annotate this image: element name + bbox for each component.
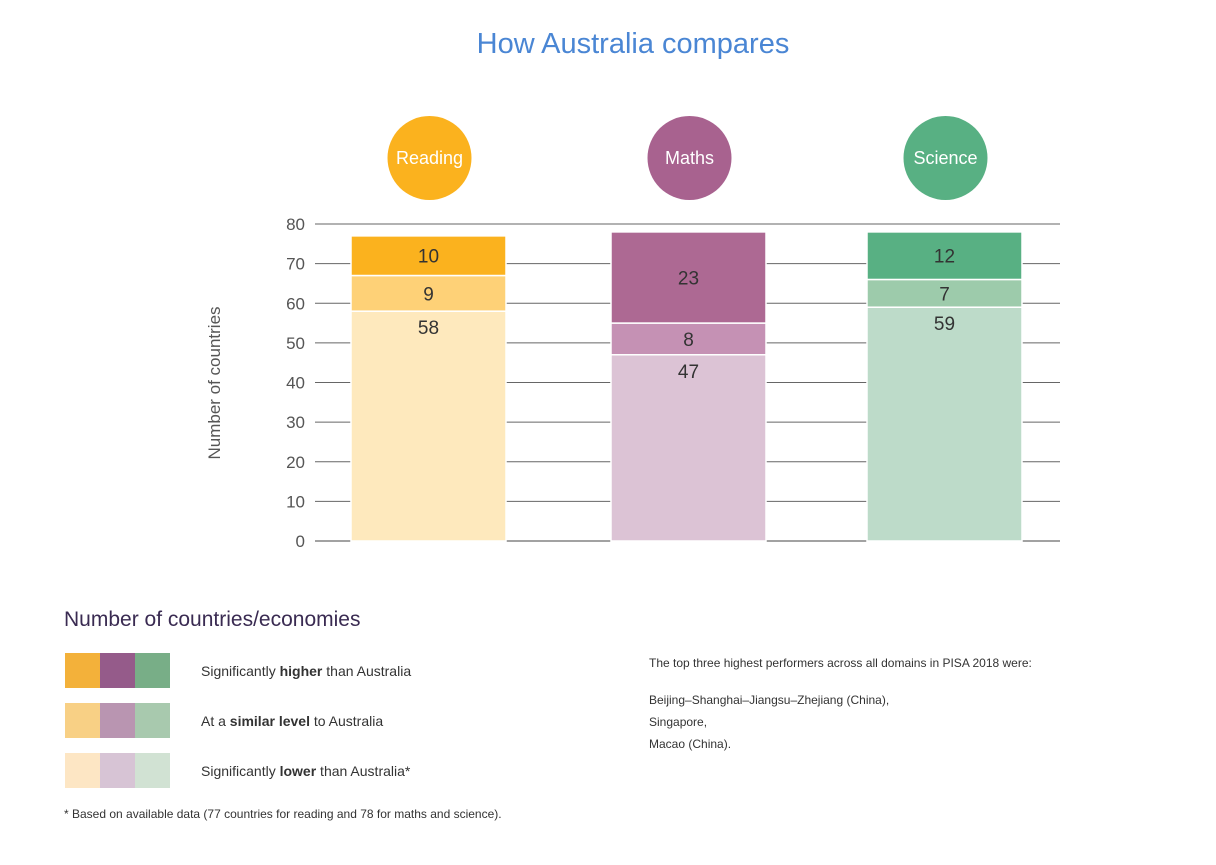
y-tick-label: 10 — [286, 492, 305, 511]
legend-label: Significantly higher than Australia — [201, 662, 412, 679]
legend-title: Number of countries/economies — [64, 608, 361, 631]
legend-label: At a similar level to Australia — [201, 712, 384, 729]
category-badge-maths — [647, 116, 732, 200]
legend-row-similar: At a similar level to Australia — [65, 703, 383, 738]
y-axis-label: Number of countries — [205, 306, 224, 459]
y-tick-label: 70 — [286, 255, 305, 274]
bar-segment — [350, 274, 507, 312]
bar-segment — [866, 231, 1023, 281]
data-label: 8 — [683, 330, 694, 351]
y-tick-label: 30 — [286, 413, 305, 432]
y-tick-label: 50 — [286, 334, 305, 353]
bar-segment — [866, 278, 1023, 308]
data-label: 9 — [423, 284, 434, 305]
category-label: Reading — [396, 148, 463, 168]
legend-swatch — [65, 653, 100, 688]
category-label: Maths — [665, 148, 714, 168]
bar-segment — [866, 306, 1023, 542]
y-tick-label: 0 — [296, 532, 305, 551]
data-label: 12 — [934, 247, 955, 268]
legend-swatch — [100, 653, 135, 688]
bar-segment — [610, 354, 767, 542]
data-label: 58 — [418, 318, 439, 339]
y-tick-label: 60 — [286, 294, 305, 313]
y-tick-label: 20 — [286, 453, 305, 472]
data-label: 59 — [934, 314, 955, 335]
data-label: 10 — [418, 247, 439, 268]
legend-label: Significantly lower than Australia* — [201, 762, 411, 779]
y-tick-label: 80 — [286, 215, 305, 234]
note-line: Macao (China). — [649, 737, 732, 751]
bar-segment — [350, 235, 507, 277]
legend-swatch — [100, 753, 135, 788]
note-line: Singapore, — [649, 715, 708, 729]
legend-swatch — [65, 753, 100, 788]
legend-swatch — [135, 703, 170, 738]
chart-title: How Australia compares — [476, 28, 790, 60]
category-label: Science — [913, 148, 977, 168]
note-heading: The top three highest performers across … — [649, 656, 1032, 670]
legend-swatch — [135, 753, 170, 788]
data-label: 47 — [678, 362, 699, 383]
legend-swatch — [135, 653, 170, 688]
data-label: 23 — [678, 268, 699, 289]
note-line: Beijing–Shanghai–Jiangsu–Zhejiang (China… — [649, 693, 890, 707]
bar-segment — [350, 310, 507, 542]
bar-segment — [610, 231, 767, 324]
category-badge-reading — [387, 116, 472, 200]
legend-swatch — [100, 703, 135, 738]
data-label: 7 — [939, 284, 950, 305]
category-badge-science — [903, 116, 988, 200]
legend-row-higher: Significantly higher than Australia — [65, 653, 411, 688]
legend-swatch — [65, 703, 100, 738]
footnote: * Based on available data (77 countries … — [64, 807, 502, 821]
bar-segment — [610, 322, 767, 356]
legend-row-lower: Significantly lower than Australia* — [65, 753, 410, 788]
y-tick-label: 40 — [286, 374, 305, 393]
